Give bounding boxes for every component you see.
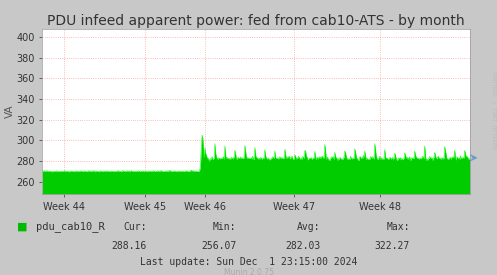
Text: 282.03: 282.03: [285, 241, 321, 251]
Text: 322.27: 322.27: [375, 241, 410, 251]
Text: ■: ■: [17, 222, 28, 232]
Title: PDU infeed apparent power: fed from cab10-ATS - by month: PDU infeed apparent power: fed from cab1…: [47, 14, 465, 28]
Text: Cur:: Cur:: [123, 222, 147, 232]
Y-axis label: VA: VA: [4, 104, 15, 118]
Text: pdu_cab10_R: pdu_cab10_R: [36, 221, 104, 232]
Text: RRDTOOL / TOBI OETIKER: RRDTOOL / TOBI OETIKER: [491, 72, 496, 148]
Text: Avg:: Avg:: [297, 222, 321, 232]
Text: Munin 2.0.75: Munin 2.0.75: [224, 268, 273, 275]
Text: Last update: Sun Dec  1 23:15:00 2024: Last update: Sun Dec 1 23:15:00 2024: [140, 257, 357, 267]
Text: Min:: Min:: [213, 222, 236, 232]
Text: 288.16: 288.16: [111, 241, 147, 251]
Text: Max:: Max:: [387, 222, 410, 232]
Text: 256.07: 256.07: [201, 241, 236, 251]
